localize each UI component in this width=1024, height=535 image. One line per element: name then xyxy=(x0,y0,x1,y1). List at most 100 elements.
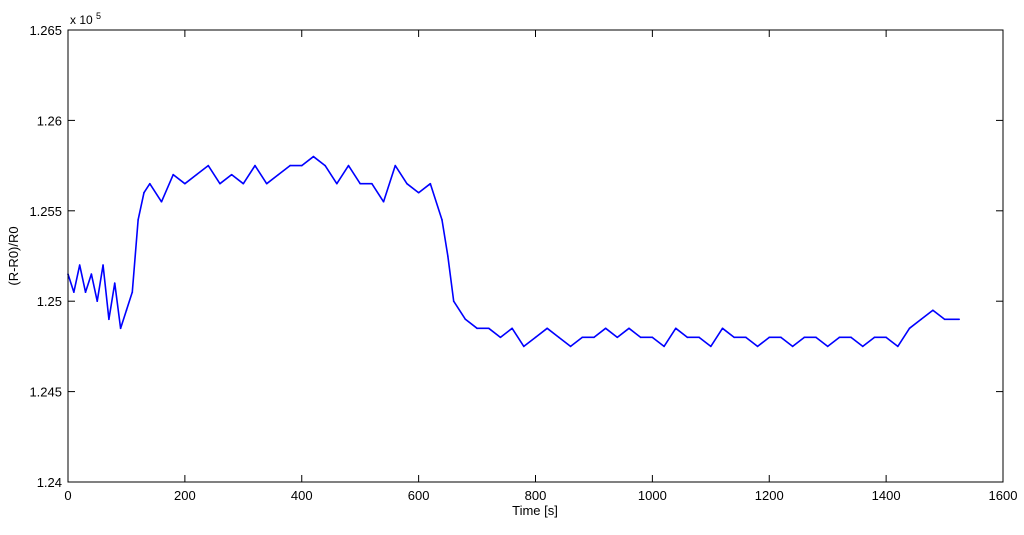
plot-frame xyxy=(67,29,1004,483)
y-axis-ticks: 1.24 1.245 1.25 1.255 1.26 1.265 xyxy=(29,23,1003,490)
x-tick-label: 1600 xyxy=(989,488,1018,503)
data-point xyxy=(710,345,712,348)
data-point xyxy=(464,318,467,321)
data-point xyxy=(791,345,794,348)
data-point xyxy=(96,300,99,303)
data-point xyxy=(78,264,81,266)
data-point xyxy=(429,182,432,185)
x-tick-label: 800 xyxy=(525,488,547,503)
data-point xyxy=(277,173,280,176)
data-point xyxy=(131,291,134,293)
x-tick-label: 1400 xyxy=(872,488,901,503)
data-point xyxy=(628,327,630,330)
data-point xyxy=(745,336,747,339)
x-tick-label: 1000 xyxy=(638,488,667,503)
data-point xyxy=(920,318,922,321)
data-point xyxy=(546,327,548,330)
data-point xyxy=(300,164,303,167)
data-point xyxy=(861,345,864,348)
data-point xyxy=(803,336,806,339)
data-point xyxy=(108,318,110,321)
data-layer xyxy=(67,155,960,348)
data-point xyxy=(604,327,607,330)
data-point xyxy=(558,336,560,339)
data-point xyxy=(780,336,782,339)
data-point xyxy=(674,327,677,330)
data-point xyxy=(534,336,537,339)
data-point xyxy=(230,173,233,176)
data-point xyxy=(815,336,817,339)
x-tick-label: 0 xyxy=(64,488,71,503)
data-point xyxy=(90,273,93,275)
data-point xyxy=(663,345,665,348)
y-exponent-label: x 10 5 xyxy=(70,11,101,27)
data-point xyxy=(84,291,87,293)
data-point xyxy=(499,336,502,339)
y-tick-label: 1.24 xyxy=(37,475,62,490)
data-point xyxy=(184,182,186,185)
data-point xyxy=(336,182,338,185)
y-axis-label: (R-R0)/R0 xyxy=(6,226,21,285)
data-point xyxy=(756,345,759,348)
data-point xyxy=(523,345,525,348)
y-tick-label: 1.26 xyxy=(37,113,62,128)
data-point xyxy=(324,164,326,167)
data-point xyxy=(721,327,724,330)
data-point xyxy=(447,255,449,257)
data-point xyxy=(359,182,361,185)
data-point xyxy=(160,200,163,203)
data-point xyxy=(958,318,960,321)
data-point xyxy=(581,336,584,339)
data-point xyxy=(441,219,443,221)
x-axis-label: Time [s] xyxy=(512,503,558,518)
data-point xyxy=(207,164,210,167)
x-tick-label: 1200 xyxy=(755,488,784,503)
x-axis-ticks: 0 200 400 600 800 1000 1200 1400 1600 xyxy=(64,30,1017,503)
data-point xyxy=(932,309,934,312)
data-point xyxy=(487,327,490,330)
data-point xyxy=(569,345,572,348)
data-point xyxy=(850,336,852,339)
y-tick-label: 1.265 xyxy=(29,23,62,38)
data-point xyxy=(102,264,104,266)
x-tick-label: 600 xyxy=(408,488,430,503)
data-point xyxy=(593,336,595,339)
data-point xyxy=(371,182,373,185)
data-point xyxy=(838,336,841,339)
data-point xyxy=(312,155,315,158)
data-point xyxy=(143,191,145,194)
data-point xyxy=(119,327,122,330)
y-tick-label: 1.245 xyxy=(29,385,62,400)
y-tick-label: 1.255 xyxy=(29,204,62,219)
data-point xyxy=(137,219,139,221)
data-point xyxy=(125,309,128,312)
data-point xyxy=(406,182,408,185)
data-point xyxy=(417,191,420,194)
data-point xyxy=(219,182,221,185)
data-point xyxy=(172,173,174,176)
data-point xyxy=(347,164,350,167)
data-point xyxy=(686,336,689,339)
data-point xyxy=(768,336,771,339)
data-point xyxy=(651,336,654,339)
data-point xyxy=(616,336,619,339)
data-point xyxy=(943,318,946,321)
data-point xyxy=(289,164,291,167)
plot-area xyxy=(68,30,1003,482)
data-point xyxy=(733,336,735,339)
data-point xyxy=(476,327,478,330)
data-point xyxy=(698,336,700,339)
data-point xyxy=(394,164,397,167)
data-point xyxy=(639,336,642,339)
data-point xyxy=(908,327,911,330)
data-point xyxy=(897,345,899,348)
data-point xyxy=(73,291,75,293)
data-point xyxy=(113,282,116,284)
data-point xyxy=(265,182,268,185)
data-point xyxy=(149,182,151,185)
data-point xyxy=(511,327,513,330)
data-point xyxy=(254,164,256,167)
x-tick-label: 200 xyxy=(174,488,196,503)
